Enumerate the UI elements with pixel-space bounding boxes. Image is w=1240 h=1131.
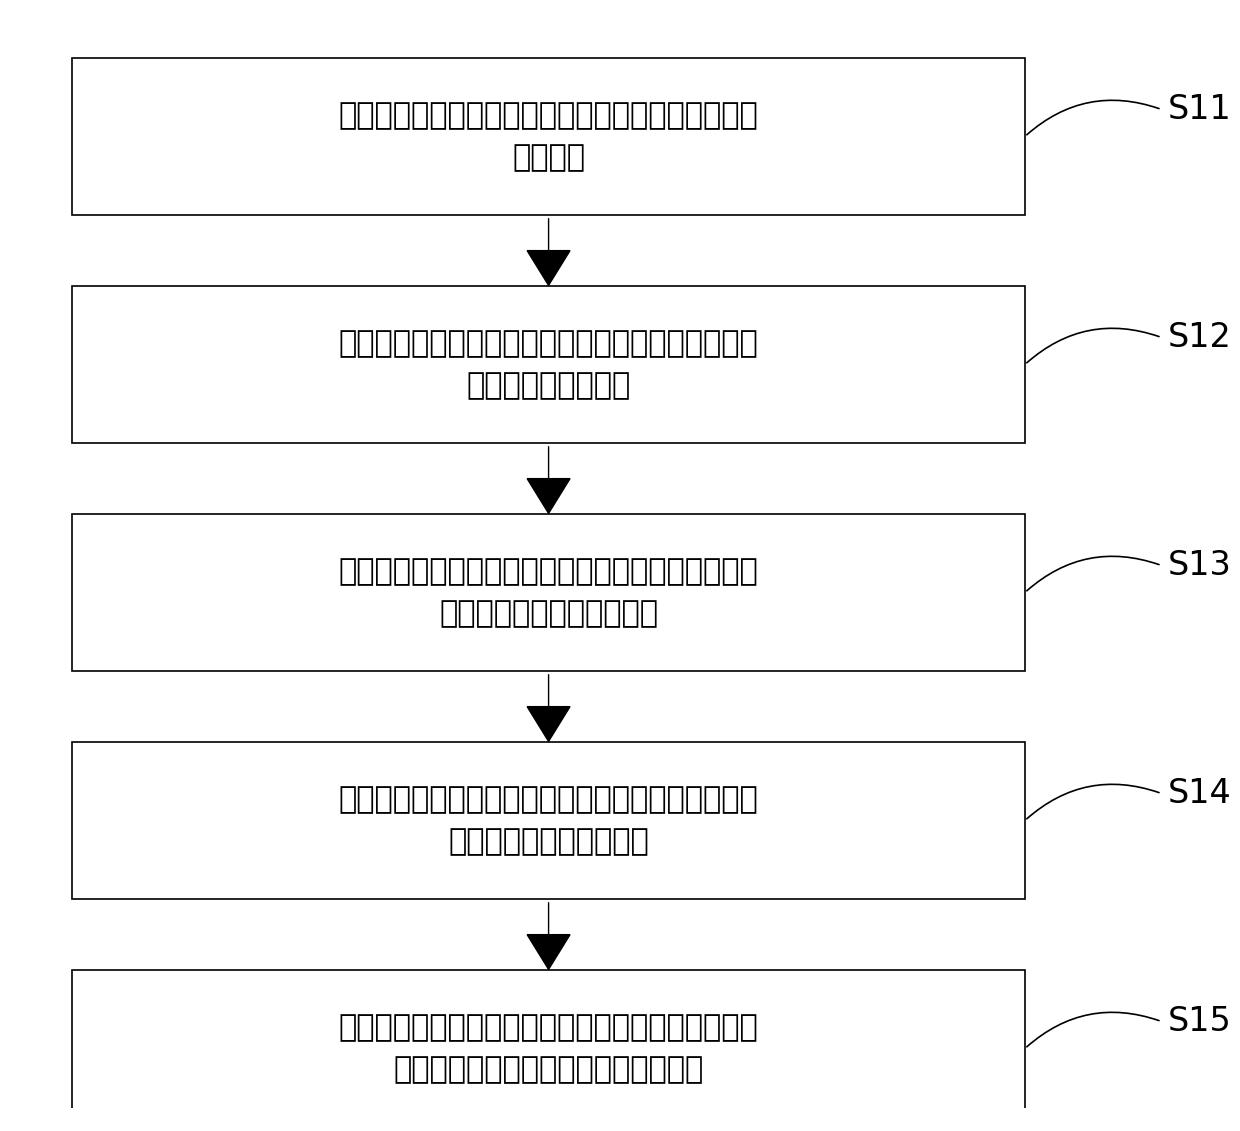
Text: 对待处理高光谱图像进行光谱推断，得到包含有效光
谱波段的高光谱图像: 对待处理高光谱图像进行光谱推断，得到包含有效光 谱波段的高光谱图像 [339, 329, 759, 400]
Text: 对拼接后的图像进行特征提取和图像还原，得到待处
理高光谱图像的特征图像: 对拼接后的图像进行特征提取和图像还原，得到待处 理高光谱图像的特征图像 [339, 785, 759, 856]
Bar [72, 970, 1024, 1128]
Text: 将特征图像中的每个像素点与待处理高光谱图像的对
应像素点进行相加运算，得到目标图像: 将特征图像中的每个像素点与待处理高光谱图像的对 应像素点进行相加运算，得到目标图… [339, 1012, 759, 1085]
Polygon shape [527, 707, 570, 742]
Polygon shape [527, 251, 570, 285]
Text: S13: S13 [1168, 549, 1231, 582]
Text: S11: S11 [1168, 93, 1231, 126]
Bar [72, 286, 1024, 443]
Bar [72, 742, 1024, 899]
Text: S14: S14 [1168, 777, 1231, 810]
Text: S12: S12 [1168, 321, 1231, 354]
Text: 获取待处理高光谱图像和与待处理高光谱图像配准的
全色图像: 获取待处理高光谱图像和与待处理高光谱图像配准的 全色图像 [339, 101, 759, 173]
Bar [72, 513, 1024, 672]
Polygon shape [527, 934, 570, 969]
Bar [72, 58, 1024, 215]
Text: S15: S15 [1168, 1005, 1231, 1038]
Text: 将包含有效光谱波段的高光谱图像与全色图像进行拼
接处理，得到拼接后的图像: 将包含有效光谱波段的高光谱图像与全色图像进行拼 接处理，得到拼接后的图像 [339, 556, 759, 629]
Polygon shape [527, 478, 570, 513]
